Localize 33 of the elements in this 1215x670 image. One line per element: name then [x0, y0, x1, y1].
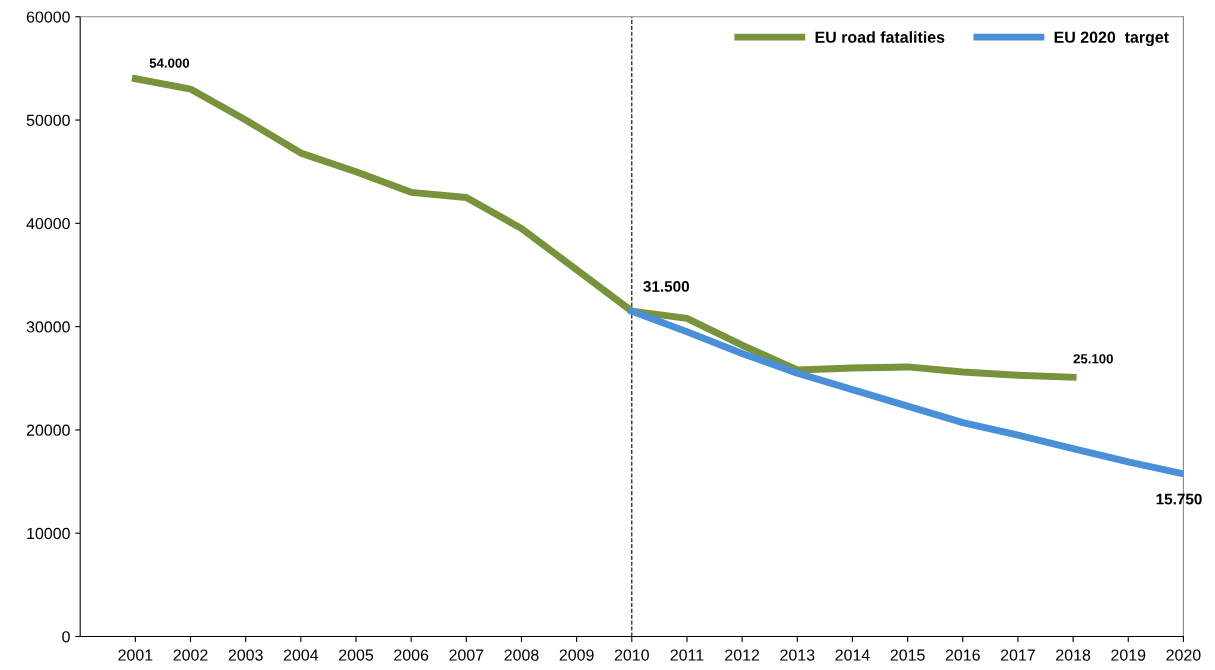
- y-tick-label: 10000: [27, 527, 70, 540]
- x-tick-label: 2006: [394, 649, 429, 661]
- annotation: 15.750: [1156, 493, 1202, 505]
- annotation: 25.100: [1073, 354, 1113, 364]
- x-tick-label: 2007: [449, 649, 484, 661]
- annotation: 31.500: [643, 281, 690, 292]
- y-tick-label: 50000: [26, 114, 70, 126]
- x-tick-label: 2005: [339, 649, 374, 661]
- legend-label: EU road fatalities: [815, 31, 945, 43]
- y-tick-label: 0: [62, 631, 70, 643]
- annotation: 54.000: [149, 58, 190, 68]
- x-tick-label: 2018: [1056, 649, 1091, 661]
- x-tick-label: 2017: [1000, 649, 1035, 661]
- x-tick-label: 2010: [614, 649, 649, 661]
- x-tick-label: 2009: [559, 649, 594, 661]
- x-tick-label: 2001: [118, 649, 153, 661]
- x-tick-label: 2012: [725, 649, 760, 661]
- y-tick-label: 20000: [26, 424, 70, 436]
- x-tick-label: 2016: [945, 649, 980, 661]
- x-tick-label: 2011: [670, 649, 704, 661]
- y-tick-label: 60000: [26, 11, 70, 23]
- x-tick-label: 2015: [890, 649, 925, 661]
- x-tick-label: 2002: [173, 649, 208, 661]
- x-tick-label: 2020: [1166, 649, 1201, 661]
- y-tick-label: 40000: [26, 217, 70, 230]
- y-tick-label: 30000: [26, 321, 70, 333]
- x-tick-label: 2008: [504, 649, 539, 661]
- x-tick-label: 2004: [283, 649, 319, 661]
- x-tick-label: 2003: [228, 649, 263, 661]
- x-tick-label: 2014: [835, 649, 870, 661]
- x-tick-label: 2013: [780, 649, 815, 661]
- legend-label: EU 2020 target: [1054, 31, 1169, 47]
- x-tick-label: 2019: [1111, 649, 1146, 661]
